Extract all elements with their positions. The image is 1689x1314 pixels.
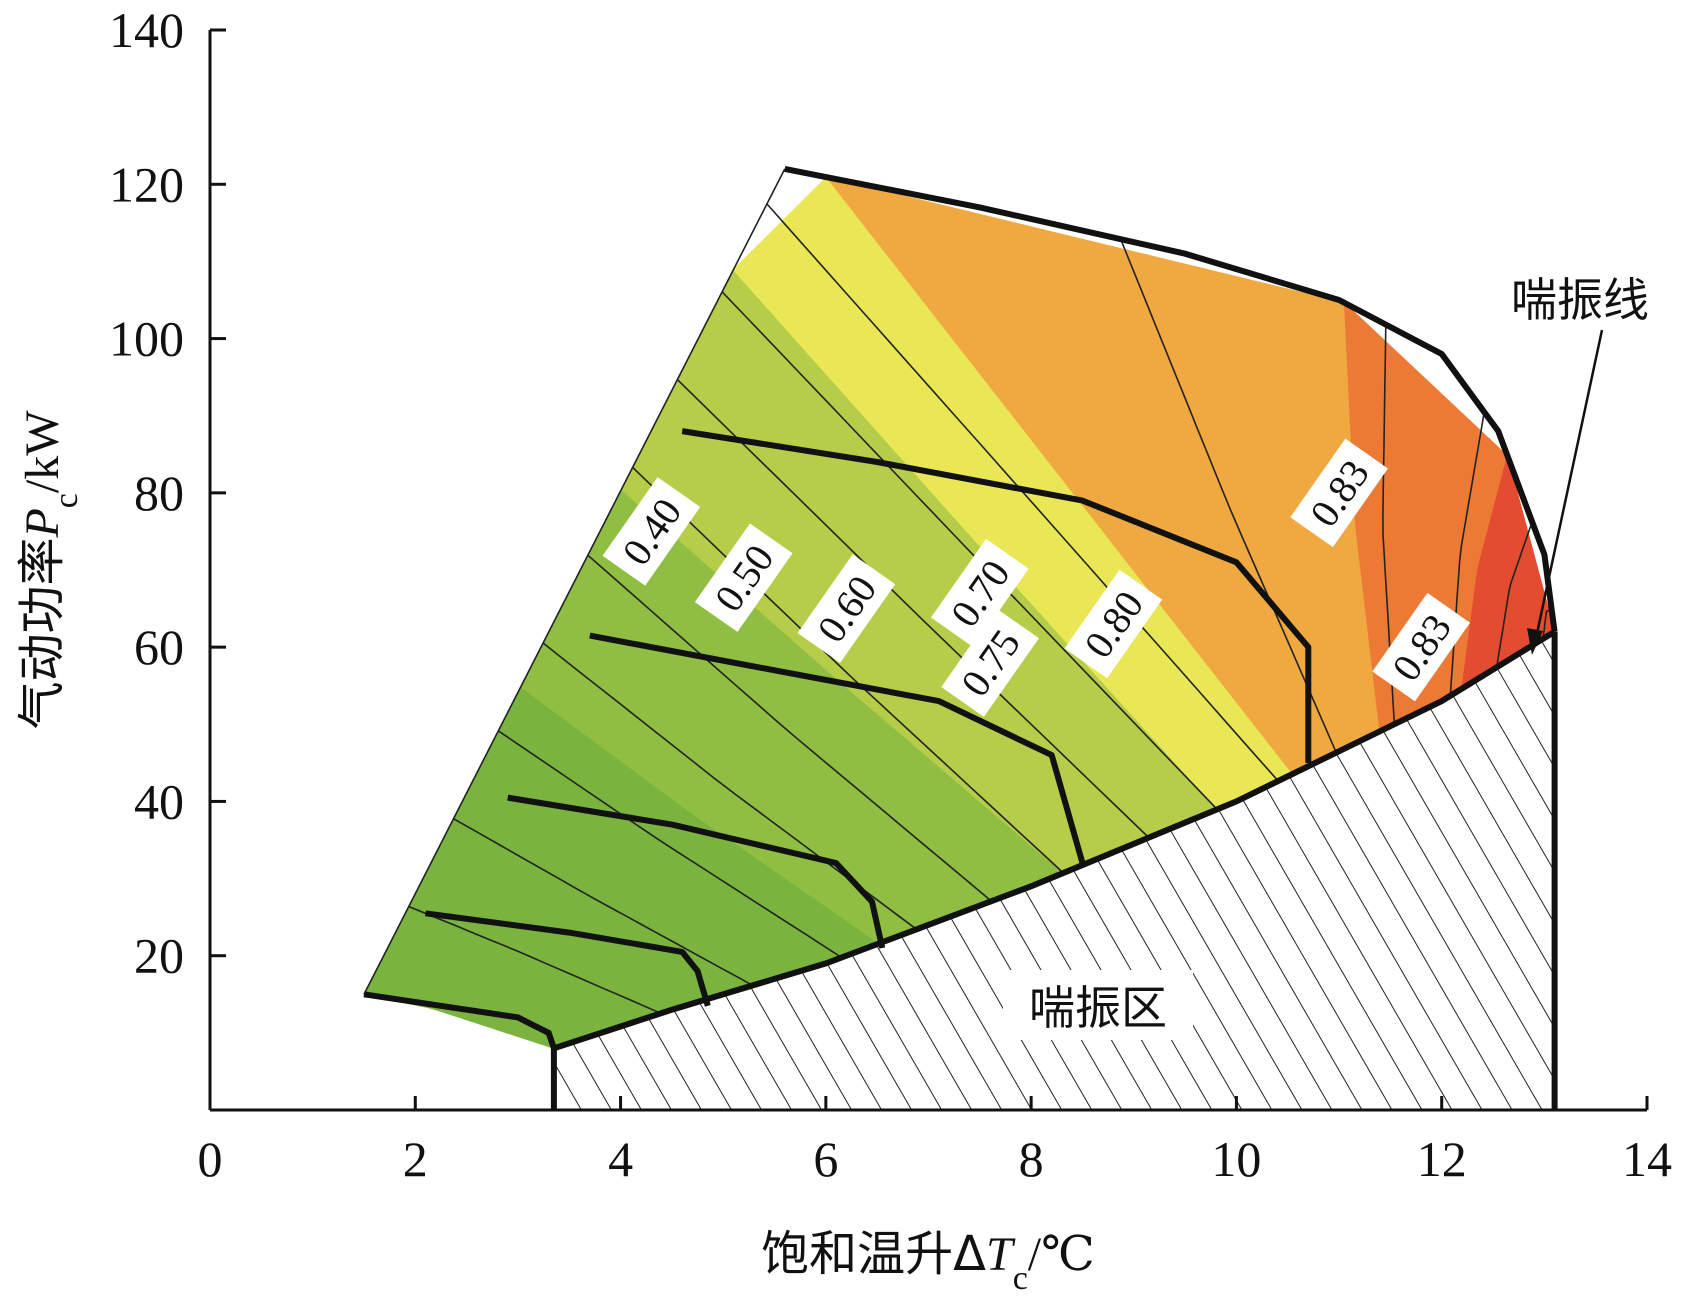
surge-line-label: 喘振线 [1511,273,1649,327]
axes [208,30,1647,1112]
efficiency-contour-line [632,466,1064,874]
surge-zone-label-bg [1003,970,1193,1040]
efficiency-contour-line [676,379,1150,839]
x-tick-label: 2 [403,1131,428,1187]
efficiency-label-bg [930,538,1029,648]
y-tick-label: 100 [109,311,184,367]
efficiency-contour-line [453,818,754,987]
efficiency-label-bg [1372,592,1471,702]
y-axis-title: 气动功率Pc/kW [14,410,85,730]
x-tick-label: 0 [198,1131,223,1187]
x-tick-label: 6 [813,1131,838,1187]
map-top-boundary [784,165,1558,633]
y-tick-label: 140 [109,2,184,58]
x-tick-label: 12 [1417,1131,1467,1187]
x-tick-label: 14 [1622,1131,1672,1187]
x-axis-title-symbol: T [986,1228,1016,1281]
efficiency-contour-line [408,905,662,1015]
y-tick-label: 20 [134,928,184,984]
surge-line [552,629,1557,1052]
x-axis-title-subscript: c [1013,1260,1028,1297]
efficiency-contour-line [1542,608,1552,639]
efficiency-label-bg [602,477,701,586]
low-speed-boundary [363,991,557,1050]
x-tick-label: 4 [608,1131,633,1187]
y-tick-label: 60 [134,619,184,675]
surge-line-arrow [1534,329,1604,639]
surge-zone [553,631,1555,1110]
y-axis-title-symbol: P [16,508,69,538]
y-tick-label: 40 [134,773,184,829]
efficiency-contour-line [1495,521,1533,668]
x-axis-title-prefix: 饱和温升Δ [761,1226,986,1282]
annotations: 喘振线 喘振区 [1003,273,1649,1040]
efficiency-contour-line [497,730,843,959]
y-axis-title-suffix: /kW [16,410,69,493]
y-tick-label: 80 [134,465,184,521]
y-tick-label: 120 [109,156,184,212]
speed-line [681,428,1312,763]
speed-line [507,794,886,949]
x-tick-label: 10 [1211,1131,1261,1187]
efficiency-contour-line [1449,411,1485,696]
x-axis-title-suffix: /℃ [1028,1228,1095,1281]
speed-line [425,910,711,1007]
efficiency-contour-line [721,291,1218,810]
efficiency-label-bg [797,554,896,663]
efficiency-label-bg [694,523,793,632]
speed-line [589,632,1086,864]
efficiency-label-bg [941,608,1039,717]
efficiency-contour-line [1119,238,1338,754]
x-ticks: 0 2 4 6 8 10 12 14 [198,1096,1672,1187]
efficiency-label-bg [1290,438,1388,548]
y-ticks: 20 40 60 80 100 120 140 [109,2,226,984]
x-axis-title: 饱和温升ΔTc/℃ [761,1226,1095,1297]
y-axis-title-subscript: c [48,493,85,508]
efficiency-contour-line [587,554,993,902]
y-axis-title-prefix: 气动功率 [14,538,70,730]
plot-area: 0.400.50 0.60 0.700.75 0.800.830.83 [363,165,1558,1110]
x-tick-label: 8 [1019,1131,1044,1187]
efficiency-label-bg [1064,569,1163,679]
surge-line-arrowhead [1527,628,1543,655]
surge-zone-label: 喘振区 [1029,981,1167,1035]
map-left-boundary [363,168,786,995]
